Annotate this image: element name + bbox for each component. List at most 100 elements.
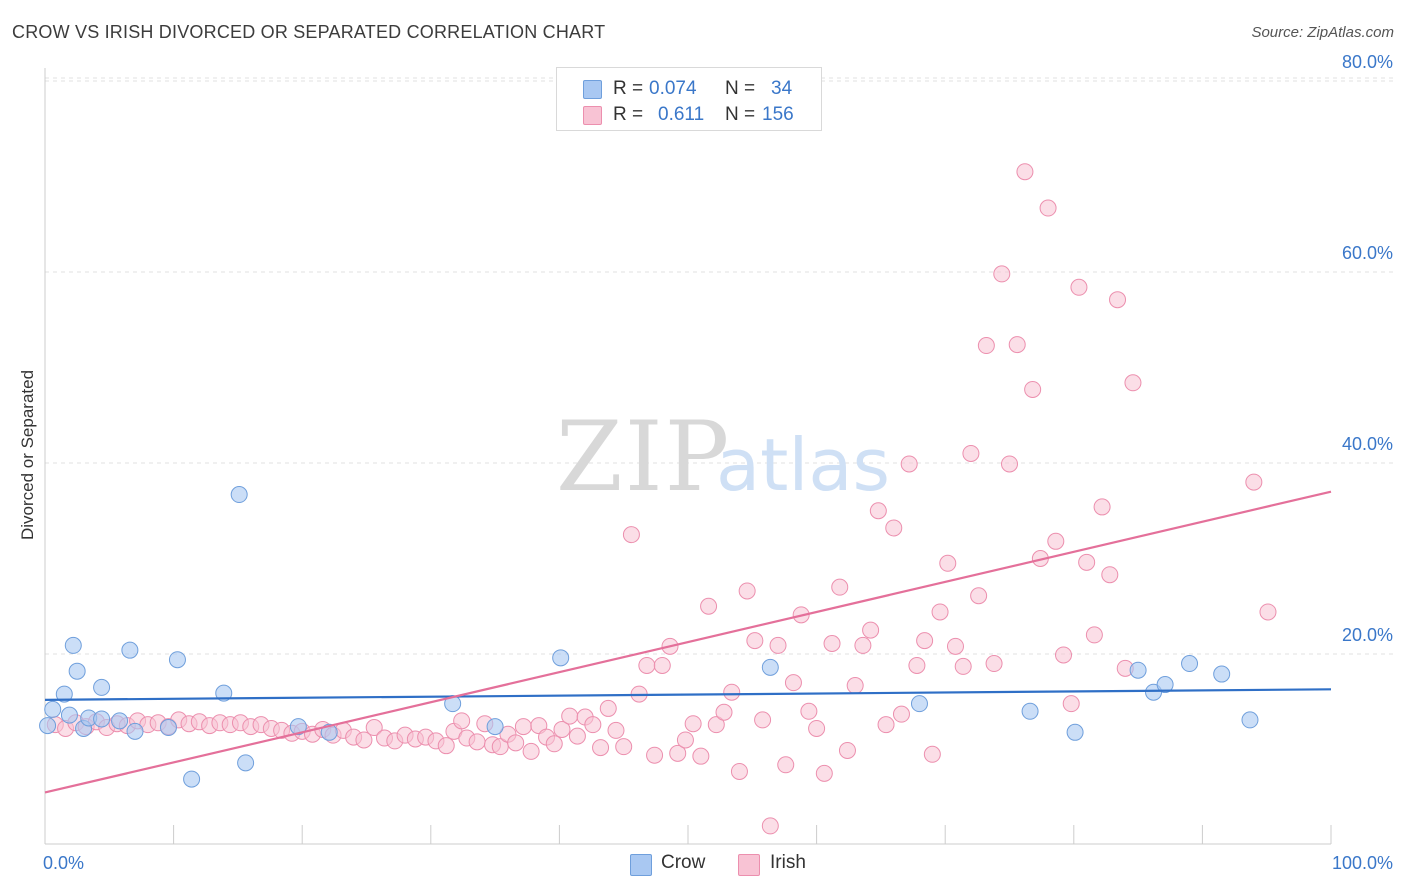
x-tick-label: 100.0% bbox=[1332, 853, 1393, 873]
irish-point bbox=[1039, 199, 1057, 217]
irish-point bbox=[769, 636, 787, 654]
irish-point bbox=[1124, 374, 1142, 392]
crow-series bbox=[39, 486, 1259, 788]
crow-point bbox=[552, 649, 570, 667]
irish-point bbox=[808, 719, 826, 737]
crow-point bbox=[44, 700, 62, 718]
irish-series bbox=[46, 163, 1277, 835]
irish-point bbox=[900, 455, 918, 473]
irish-point bbox=[1101, 566, 1119, 584]
irish-point bbox=[514, 718, 532, 736]
crow-point bbox=[237, 754, 255, 772]
x-tick-label: 0.0% bbox=[43, 853, 84, 873]
watermark-atlas: atlas bbox=[716, 423, 890, 507]
axes bbox=[44, 68, 1332, 845]
irish-point bbox=[939, 554, 957, 572]
crow-point bbox=[761, 658, 779, 676]
irish-point bbox=[846, 677, 864, 695]
irish-point bbox=[507, 734, 525, 752]
irish-point bbox=[676, 731, 694, 749]
irish-point bbox=[522, 742, 540, 760]
irish-point bbox=[916, 632, 934, 650]
irish-point bbox=[715, 703, 733, 721]
irish-point bbox=[723, 683, 741, 701]
watermark-zip: ZIP bbox=[556, 401, 731, 513]
correlation-legend: R = 0.074 N = 34 R = 0.611 N = 156 bbox=[556, 67, 822, 131]
irish-point bbox=[946, 637, 964, 655]
crow-point bbox=[168, 651, 186, 669]
watermark: ZIP atlas bbox=[556, 401, 890, 513]
irish-trend-line bbox=[44, 490, 1332, 794]
irish-point bbox=[607, 721, 625, 739]
irish-point bbox=[553, 720, 571, 738]
irish-point bbox=[1093, 498, 1111, 516]
legend-n-value: 156 bbox=[762, 104, 794, 125]
legend-r-value: 0.074 bbox=[649, 78, 697, 99]
irish-point bbox=[854, 636, 872, 654]
irish-point bbox=[707, 716, 725, 734]
tick-labels: 20.0% 40.0% 60.0% 80.0% 0.0% 100.0% bbox=[43, 52, 1393, 873]
irish-point bbox=[437, 737, 455, 755]
irish-point bbox=[954, 657, 972, 675]
irish-point bbox=[800, 702, 818, 720]
crow-point bbox=[159, 719, 177, 737]
legend-row-crow: R = 0.074 N = 34 bbox=[557, 76, 821, 102]
irish-point bbox=[1016, 163, 1034, 181]
legend-r-value: 0.611 bbox=[658, 104, 705, 125]
irish-point bbox=[877, 716, 895, 734]
trend-lines bbox=[44, 490, 1332, 794]
crow-point bbox=[486, 718, 504, 736]
irish-point bbox=[1008, 336, 1026, 354]
irish-point bbox=[365, 719, 383, 737]
chart-title: CROW VS IRISH DIVORCED OR SEPARATED CORR… bbox=[12, 22, 606, 42]
irish-point bbox=[1245, 473, 1263, 491]
legend-n-label: N = bbox=[725, 104, 756, 125]
crow-point bbox=[55, 685, 73, 703]
irish-point bbox=[468, 733, 486, 751]
crow-point bbox=[121, 641, 139, 659]
crow-point bbox=[1129, 661, 1147, 679]
crow-point bbox=[183, 770, 201, 788]
irish-point bbox=[1259, 603, 1277, 621]
crow-point bbox=[39, 717, 57, 735]
irish-point bbox=[1001, 455, 1018, 473]
irish-point bbox=[646, 746, 664, 764]
irish-point bbox=[831, 578, 849, 596]
irish-point bbox=[777, 756, 795, 774]
irish-point bbox=[923, 745, 941, 763]
crow-point bbox=[910, 695, 928, 713]
crow-point bbox=[68, 662, 86, 680]
y-tick-label: 20.0% bbox=[1342, 625, 1393, 645]
irish-point bbox=[453, 712, 471, 730]
irish-point bbox=[815, 764, 833, 782]
irish-point bbox=[977, 337, 995, 355]
irish-point bbox=[862, 621, 880, 639]
irish-point bbox=[761, 817, 779, 835]
crow-point bbox=[93, 678, 111, 696]
legend-r-label: R = bbox=[613, 78, 644, 99]
y-tick-label: 60.0% bbox=[1342, 243, 1393, 263]
irish-point bbox=[985, 655, 1003, 673]
crow-point bbox=[1021, 702, 1039, 720]
irish-point bbox=[746, 632, 764, 650]
irish-point bbox=[1062, 695, 1080, 713]
legend-n-value: 34 bbox=[771, 78, 793, 99]
irish-point bbox=[584, 716, 602, 734]
y-tick-label: 40.0% bbox=[1342, 434, 1393, 454]
irish-point bbox=[599, 699, 617, 717]
bottom-legend-crow-label: Crow bbox=[661, 852, 706, 873]
irish-point bbox=[1078, 553, 1096, 571]
irish-point bbox=[700, 597, 718, 615]
irish-point bbox=[931, 603, 949, 621]
irish-point bbox=[1109, 291, 1127, 309]
irish-point bbox=[892, 705, 910, 723]
irish-point bbox=[730, 762, 748, 780]
irish-point bbox=[754, 711, 772, 729]
irish-point bbox=[592, 739, 610, 757]
irish-point bbox=[622, 526, 640, 544]
crow-point bbox=[215, 684, 233, 702]
crow-point bbox=[1181, 655, 1199, 673]
crow-point bbox=[126, 722, 144, 740]
irish-point bbox=[1024, 380, 1042, 398]
